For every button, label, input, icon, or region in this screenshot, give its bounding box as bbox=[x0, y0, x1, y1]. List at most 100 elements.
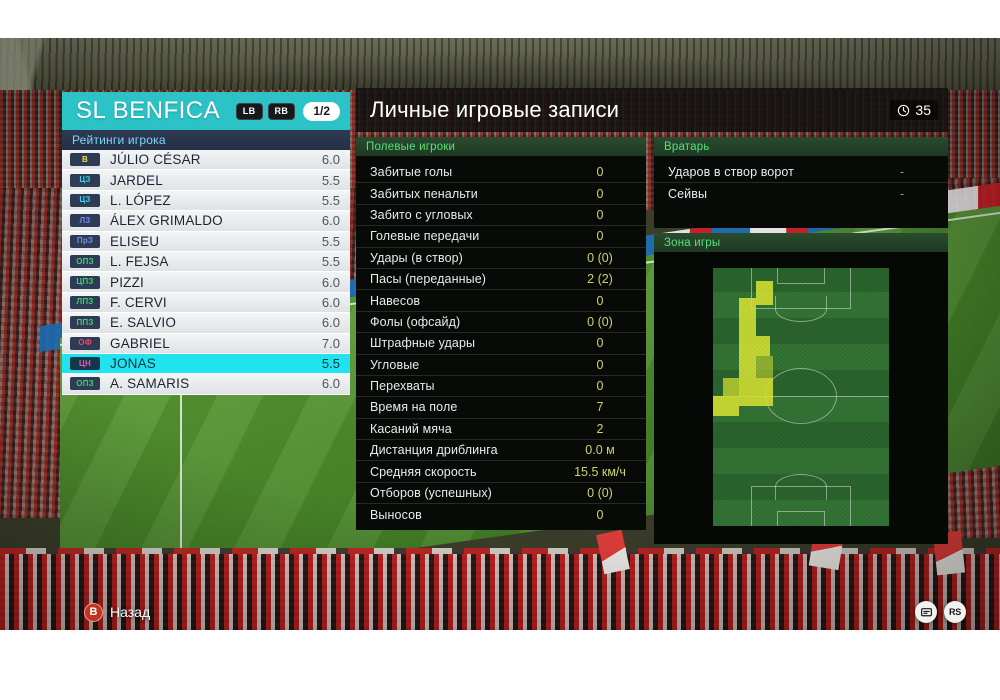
ratings-section-title: Рейтинги игрока bbox=[72, 133, 166, 147]
goalkeeper-and-heatmap-column: Вратарь Ударов в створ ворот - Сейвы - Зона… bbox=[654, 137, 948, 544]
ratings-section-header: Рейтинги игрока bbox=[62, 130, 350, 150]
heatmap-cell bbox=[723, 378, 739, 396]
heatmap-cell bbox=[713, 396, 739, 416]
position-badge: ЦЗ bbox=[70, 173, 100, 187]
player-row[interactable]: ЛЗ ÁLEX GRIMALDO 6.0 bbox=[62, 211, 350, 232]
stat-label: Отборов (успешных) bbox=[370, 486, 492, 501]
stat-row: Пасы (переданные) 2 (2) bbox=[356, 269, 646, 291]
stat-row: Перехваты 0 bbox=[356, 376, 646, 398]
stat-label: Касаний мяча bbox=[370, 421, 452, 436]
heatmap-cell bbox=[756, 356, 773, 378]
player-name: F. CERVI bbox=[110, 294, 167, 310]
stat-value: 0 bbox=[596, 357, 604, 372]
letterbox-bottom bbox=[0, 630, 1000, 700]
player-row[interactable]: ПрЗ ELISEU 5.5 bbox=[62, 231, 350, 252]
player-rating: 7.0 bbox=[321, 335, 340, 351]
stat-row: Забито с угловых 0 bbox=[356, 205, 646, 227]
stat-label: Перехваты bbox=[370, 379, 435, 394]
stat-value: - bbox=[899, 187, 905, 202]
stat-label: Средняя скорость bbox=[370, 464, 477, 479]
stat-label: Забитых пенальти bbox=[370, 186, 478, 201]
stat-row: Отборов (успешных) 0 (0) bbox=[356, 483, 646, 505]
player-rating: 5.5 bbox=[321, 356, 340, 372]
goal-area-top bbox=[777, 268, 825, 284]
position-badge: ЛЗ bbox=[70, 214, 100, 228]
player-rating: 5.5 bbox=[321, 233, 340, 249]
field-players-column: Полевые игроки Забитые голы 0 Забитых пена… bbox=[356, 137, 646, 544]
message-icon bbox=[920, 607, 932, 616]
player-rating: 6.0 bbox=[321, 274, 340, 290]
stat-row: Навесов 0 bbox=[356, 290, 646, 312]
stat-row: Время на поле 7 bbox=[356, 397, 646, 419]
stat-label: Голевые передачи bbox=[370, 229, 480, 244]
stat-label: Ударов в створ ворот bbox=[668, 165, 794, 180]
goal-area-bottom bbox=[777, 511, 825, 526]
team-name: SL BENFICA bbox=[76, 97, 221, 124]
player-rating: 5.5 bbox=[321, 254, 340, 270]
page-indicator: 1/2 bbox=[303, 101, 340, 121]
heatmap-section-header: Зона игры bbox=[654, 233, 948, 252]
timer-value: 35 bbox=[915, 102, 931, 118]
field-players-section-title: Полевые игроки bbox=[366, 140, 456, 153]
page-title: Личные игровые записи bbox=[370, 97, 620, 122]
stat-label: Забито с угловых bbox=[370, 207, 473, 222]
message-button[interactable] bbox=[915, 601, 937, 623]
stat-value: 0 bbox=[596, 379, 604, 394]
player-row[interactable]: ЦЗ L. LÓPEZ 5.5 bbox=[62, 190, 350, 212]
position-badge: ЦН bbox=[70, 357, 100, 371]
stat-row: Забитых пенальти 0 bbox=[356, 183, 646, 205]
stat-value: 0 bbox=[596, 165, 604, 180]
player-row[interactable]: ЛПЗ F. CERVI 6.0 bbox=[62, 292, 350, 314]
player-row[interactable]: В JÚLIO CÉSAR 6.0 bbox=[62, 150, 350, 171]
main-header: Личные игровые записи 35 bbox=[356, 88, 948, 132]
stat-value: 0.0 м bbox=[585, 443, 615, 458]
player-name: L. LÓPEZ bbox=[110, 192, 171, 208]
field-players-section-header: Полевые игроки bbox=[356, 137, 646, 156]
bumper-rb-button[interactable]: RB bbox=[267, 102, 296, 120]
bumper-lb-button[interactable]: LB bbox=[235, 102, 263, 120]
player-row[interactable]: ЦН JONAS 5.5 bbox=[62, 353, 350, 375]
stat-value: 0 bbox=[596, 293, 604, 308]
stat-row: Забитые голы 0 bbox=[356, 162, 646, 184]
player-row[interactable]: ППЗ E. SALVIO 6.0 bbox=[62, 313, 350, 334]
player-name: E. SALVIO bbox=[110, 315, 177, 331]
position-badge: ППЗ bbox=[70, 316, 100, 330]
heatmap-section-title: Зона игры bbox=[664, 236, 721, 249]
stat-label: Угловые bbox=[370, 357, 420, 372]
player-name: L. FEJSA bbox=[110, 254, 169, 270]
position-badge: ОПЗ bbox=[70, 377, 100, 391]
goalkeeper-section-title: Вратарь bbox=[664, 140, 710, 153]
player-name: ELISEU bbox=[110, 233, 160, 249]
penalty-arc-top bbox=[775, 296, 827, 322]
stat-row: Голевые передачи 0 bbox=[356, 226, 646, 248]
player-row[interactable]: ОФ GABRIEL 7.0 bbox=[62, 333, 350, 354]
stat-label: Выносов bbox=[370, 507, 422, 522]
position-badge: В bbox=[70, 153, 100, 167]
heatmap-cell bbox=[756, 281, 773, 305]
position-badge: ОПЗ bbox=[70, 255, 100, 269]
player-name: A. SAMARIS bbox=[110, 376, 190, 392]
stat-value: 0 (0) bbox=[587, 486, 613, 501]
personal-match-records-panel: Личные игровые записи 35 Полевые игроки … bbox=[356, 88, 948, 544]
player-ratings-panel: SL BENFICA LB RB 1/2 Рейтинги игрока В JÚ… bbox=[62, 92, 350, 395]
player-row[interactable]: ОПЗ A. SAMARIS 6.0 bbox=[62, 374, 350, 395]
player-name: ÁLEX GRIMALDO bbox=[110, 213, 223, 229]
player-row[interactable]: ЦПЗ PIZZI 6.0 bbox=[62, 272, 350, 293]
heatmap-cell bbox=[739, 378, 773, 406]
position-badge: ЦЗ bbox=[70, 193, 100, 207]
player-name: GABRIEL bbox=[110, 335, 170, 351]
back-button-label: Назад bbox=[110, 604, 151, 620]
player-rating: 6.0 bbox=[321, 152, 340, 168]
stat-value: 0 bbox=[596, 207, 604, 222]
stat-row: Ударов в створ ворот - bbox=[654, 162, 948, 184]
stat-label: Навесов bbox=[370, 293, 421, 308]
right-stick-button[interactable]: RS bbox=[944, 601, 966, 623]
stat-value: 0 bbox=[596, 186, 604, 201]
position-badge: ЛПЗ bbox=[70, 295, 100, 309]
stat-value: 0 bbox=[596, 336, 604, 351]
player-row[interactable]: ЦЗ JARDEL 5.5 bbox=[62, 170, 350, 191]
player-name: PIZZI bbox=[110, 274, 144, 290]
player-row[interactable]: ОПЗ L. FEJSA 5.5 bbox=[62, 251, 350, 273]
stadium-roof bbox=[0, 38, 1000, 96]
back-button[interactable]: B Назад bbox=[84, 602, 151, 622]
